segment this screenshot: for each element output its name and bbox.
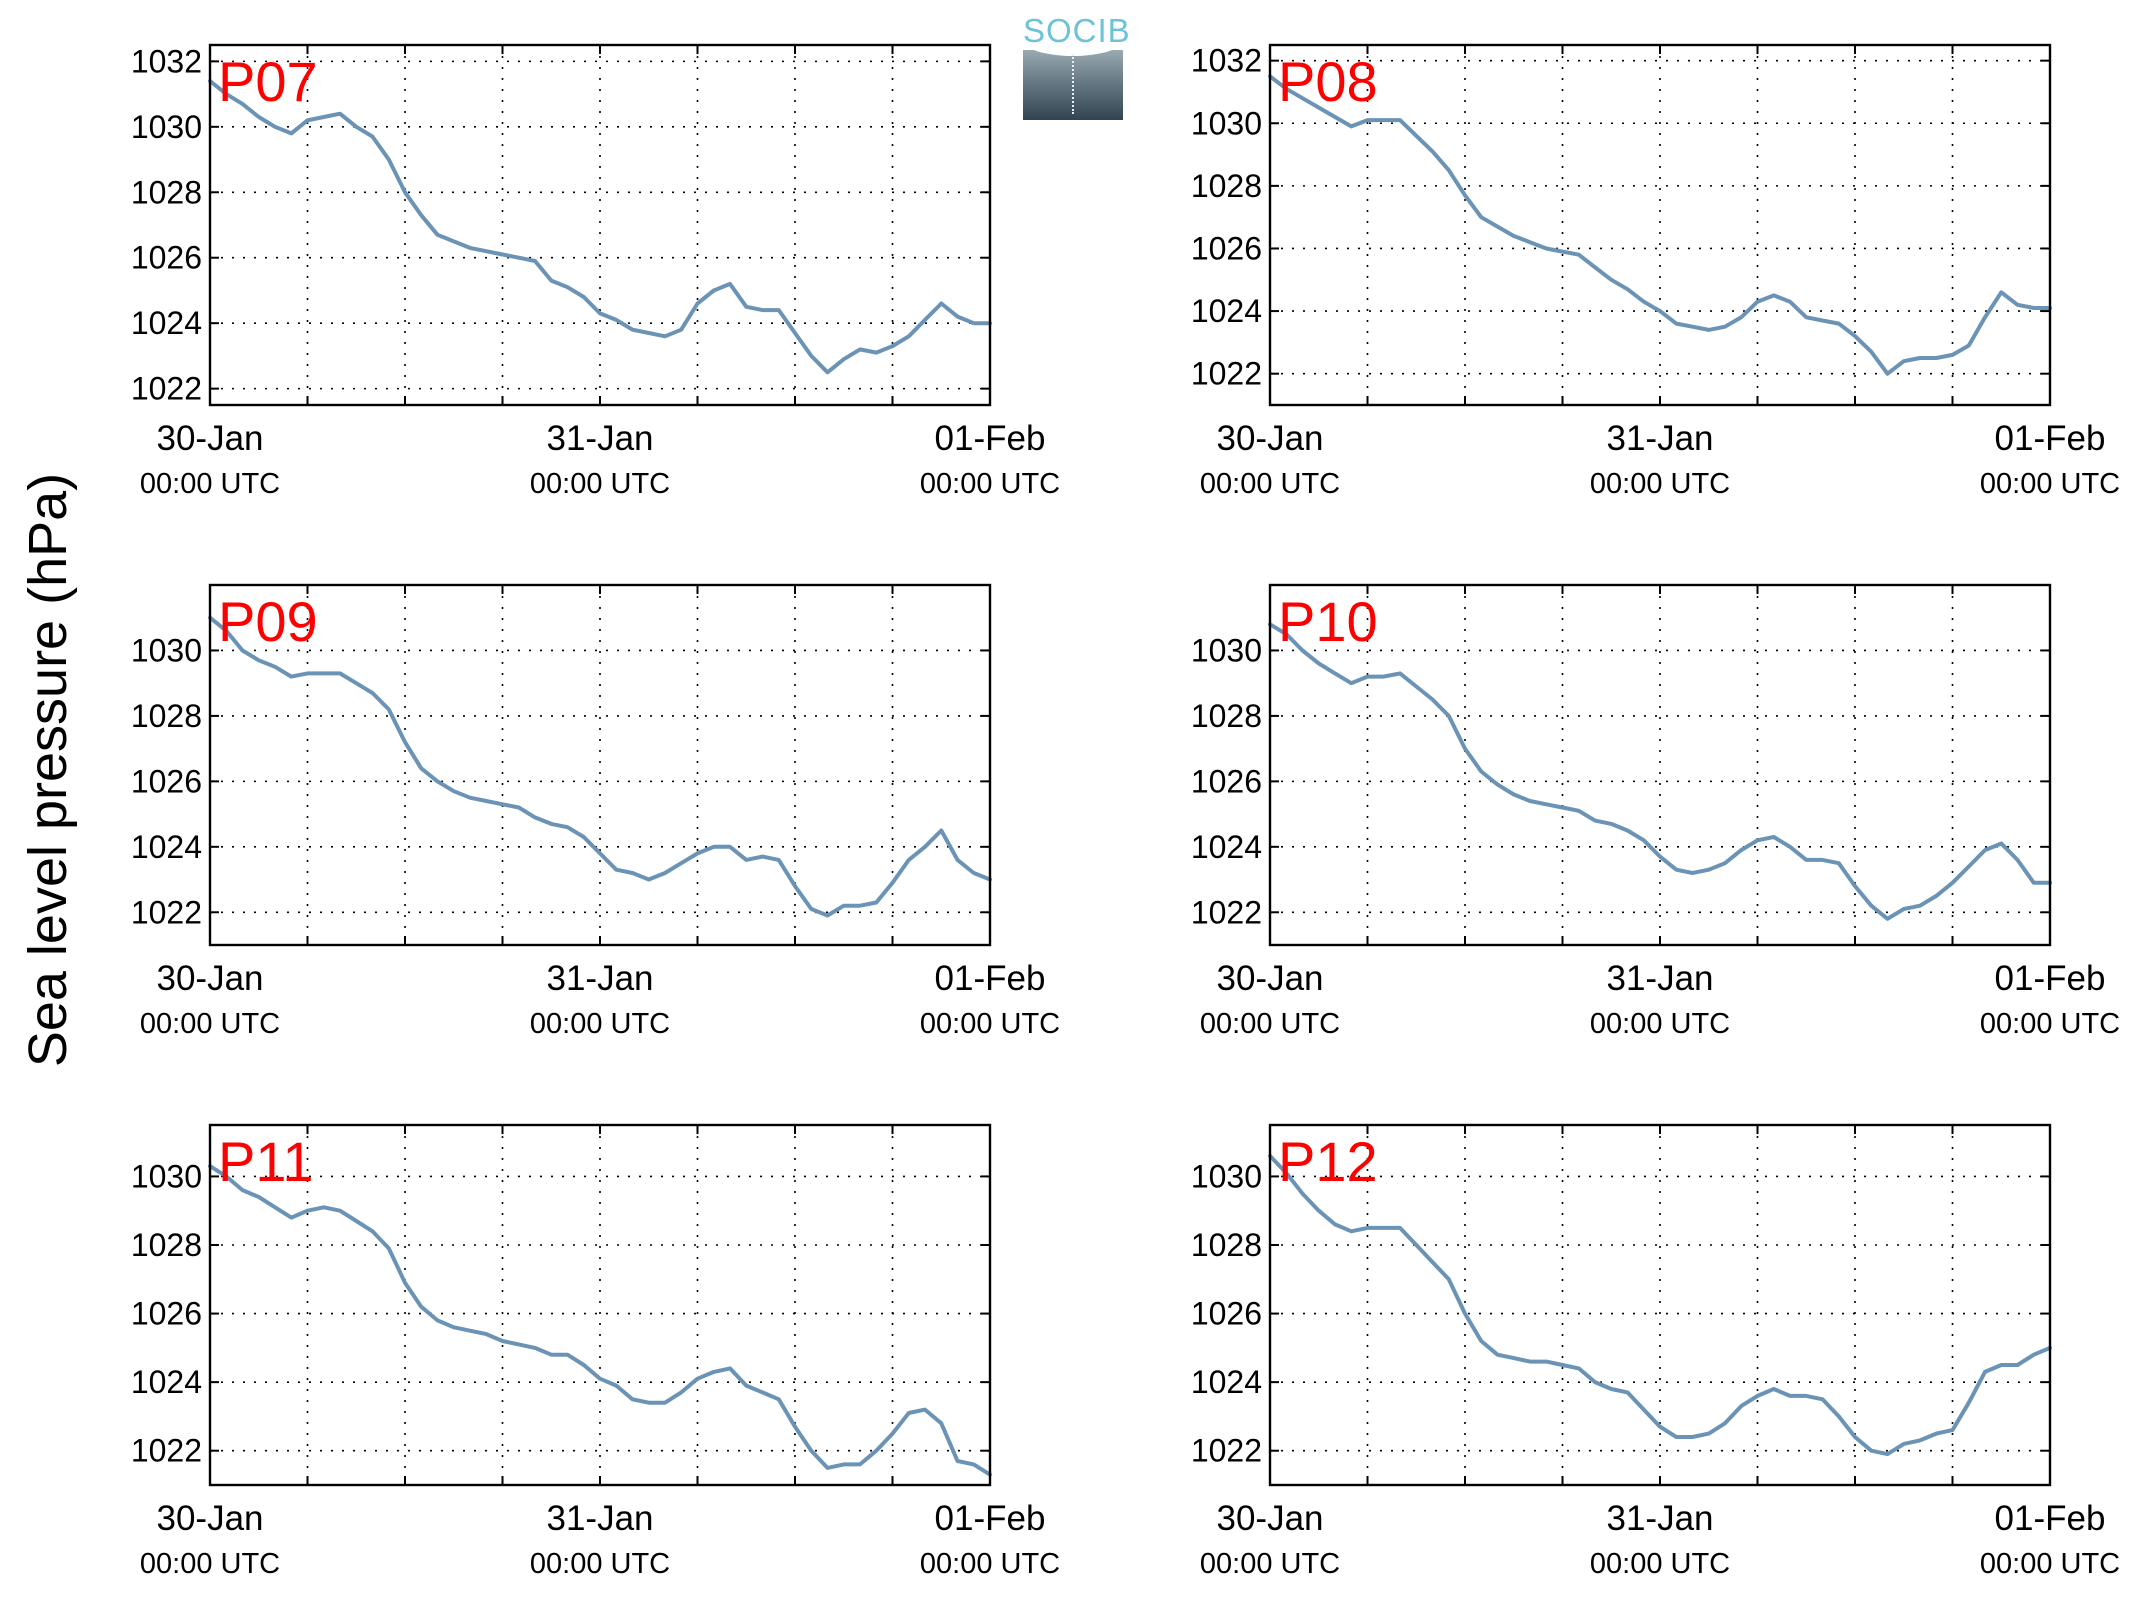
y-tick-label: 1022: [131, 371, 202, 407]
axes-box: [1268, 1123, 2052, 1487]
panel-label: P07: [218, 50, 318, 113]
y-tick-label: 1022: [1191, 356, 1262, 392]
x-tick-time-label: 00:00 UTC: [530, 1008, 670, 1040]
x-tick-date-label: 31-Jan: [1606, 419, 1713, 458]
y-tick-label: 1028: [131, 174, 202, 210]
y-tick-label: 1028: [1191, 698, 1262, 734]
y-tick-label: 1026: [1191, 1296, 1262, 1332]
chart-panel-p11: 1022 1024 1026 1028 1030 30-Jan 00:00 UTC 31-Ja…: [131, 1123, 1060, 1580]
y-tick-label: 1032: [131, 43, 202, 79]
panel-label: P11: [218, 1130, 313, 1193]
x-tick-date-label: 31-Jan: [1606, 959, 1713, 998]
panel-label: P12: [1278, 1130, 1378, 1193]
y-tick-label: 1024: [131, 1364, 202, 1400]
x-tick-date-label: 31-Jan: [546, 1499, 653, 1538]
y-tick-label: 1030: [1191, 632, 1262, 668]
y-tick-label: 1026: [1191, 763, 1262, 799]
x-tick-date-label: 31-Jan: [546, 959, 653, 998]
series-line-p11: [208, 1164, 992, 1477]
y-tick-label: 1022: [131, 1433, 202, 1469]
x-tick-date-label: 01-Feb: [1995, 1499, 2106, 1538]
series-line-p07: [208, 79, 992, 375]
y-tick-label: 1022: [1191, 894, 1262, 930]
chart-panel-p12: 1022 1024 1026 1028 1030 30-Jan 00:00 UTC 31-Ja…: [1191, 1123, 2120, 1580]
x-tick-time-label: 00:00 UTC: [530, 468, 670, 500]
panel-label: P09: [218, 590, 318, 653]
x-tick-date-label: 30-Jan: [156, 1499, 263, 1538]
x-tick-time-label: 00:00 UTC: [140, 468, 280, 500]
y-axis-label: Sea level pressure (hPa): [18, 472, 78, 1068]
x-tick-time-label: 00:00 UTC: [920, 468, 1060, 500]
x-tick-time-label: 00:00 UTC: [140, 1008, 280, 1040]
series-line-p09: [208, 615, 992, 918]
y-tick-label: 1024: [1191, 829, 1262, 865]
series-line-p10: [1268, 622, 2052, 921]
y-tick-label: 1026: [131, 240, 202, 276]
axes-box: [208, 43, 992, 407]
x-tick-time-label: 00:00 UTC: [1980, 1008, 2120, 1040]
axes-box: [1268, 583, 2052, 947]
x-tick-date-label: 31-Jan: [1606, 1499, 1713, 1538]
y-tick-label: 1024: [1191, 1364, 1262, 1400]
chart-panel-p07: 1022 1024 1026 1028 1030 1032 30-Jan 00:00 UTC 3…: [131, 43, 1060, 500]
x-tick-time-label: 00:00 UTC: [1590, 1548, 1730, 1580]
x-tick-date-label: 01-Feb: [1995, 959, 2106, 998]
x-tick-date-label: 31-Jan: [546, 419, 653, 458]
axes-box: [208, 1123, 992, 1487]
y-tick-label: 1026: [1191, 230, 1262, 266]
y-tick-label: 1024: [131, 829, 202, 865]
panel-label: P10: [1278, 590, 1378, 653]
y-tick-label: 1028: [131, 1227, 202, 1263]
y-tick-label: 1026: [131, 763, 202, 799]
x-tick-date-label: 30-Jan: [1216, 419, 1323, 458]
y-tick-label: 1032: [1191, 43, 1262, 79]
y-tick-label: 1024: [131, 305, 202, 341]
socib-logo: SOCIB: [1023, 12, 1131, 122]
y-tick-label: 1028: [1191, 168, 1262, 204]
x-tick-date-label: 30-Jan: [1216, 1499, 1323, 1538]
logo-dotted-line: [1072, 54, 1074, 114]
y-tick-label: 1030: [131, 109, 202, 145]
panel-label: P08: [1278, 50, 1378, 113]
chart-panel-p10: 1022 1024 1026 1028 1030 30-Jan 00:00 UTC 31-Ja…: [1191, 583, 2120, 1040]
y-tick-label: 1028: [1191, 1227, 1262, 1263]
y-tick-label: 1024: [1191, 293, 1262, 329]
y-tick-label: 1022: [1191, 1433, 1262, 1469]
x-tick-date-label: 30-Jan: [1216, 959, 1323, 998]
x-tick-time-label: 00:00 UTC: [1590, 1008, 1730, 1040]
x-tick-time-label: 00:00 UTC: [1590, 468, 1730, 500]
x-tick-time-label: 00:00 UTC: [1200, 1548, 1340, 1580]
chart-panel-p08: 1022 1024 1026 1028 1030 1032 30-Jan 00:00 UTC 3…: [1191, 43, 2120, 500]
y-tick-label: 1026: [131, 1296, 202, 1332]
y-tick-label: 1030: [131, 1158, 202, 1194]
x-tick-date-label: 01-Feb: [935, 1499, 1046, 1538]
x-tick-time-label: 00:00 UTC: [920, 1008, 1060, 1040]
x-tick-date-label: 01-Feb: [935, 959, 1046, 998]
y-tick-label: 1030: [1191, 105, 1262, 141]
x-tick-time-label: 00:00 UTC: [920, 1548, 1060, 1580]
chart-panel-p09: 1022 1024 1026 1028 1030 30-Jan 00:00 UTC 31-Ja…: [131, 583, 1060, 1040]
x-tick-time-label: 00:00 UTC: [140, 1548, 280, 1580]
y-tick-label: 1030: [1191, 1158, 1262, 1194]
axes-box: [208, 583, 992, 947]
axes-box: [1268, 43, 2052, 407]
y-tick-label: 1022: [131, 894, 202, 930]
y-tick-label: 1028: [131, 698, 202, 734]
logo-text: SOCIB: [1023, 12, 1131, 49]
x-tick-time-label: 00:00 UTC: [1980, 468, 2120, 500]
x-tick-time-label: 00:00 UTC: [1200, 468, 1340, 500]
x-tick-date-label: 01-Feb: [935, 419, 1046, 458]
series-line-p12: [1268, 1153, 2052, 1457]
y-tick-label: 1030: [131, 632, 202, 668]
x-tick-time-label: 00:00 UTC: [530, 1548, 670, 1580]
logo-wave: [1023, 40, 1123, 56]
series-line-p08: [1268, 74, 2052, 376]
x-tick-date-label: 01-Feb: [1995, 419, 2106, 458]
x-tick-time-label: 00:00 UTC: [1980, 1548, 2120, 1580]
x-tick-date-label: 30-Jan: [156, 959, 263, 998]
x-tick-time-label: 00:00 UTC: [1200, 1008, 1340, 1040]
x-tick-date-label: 30-Jan: [156, 419, 263, 458]
